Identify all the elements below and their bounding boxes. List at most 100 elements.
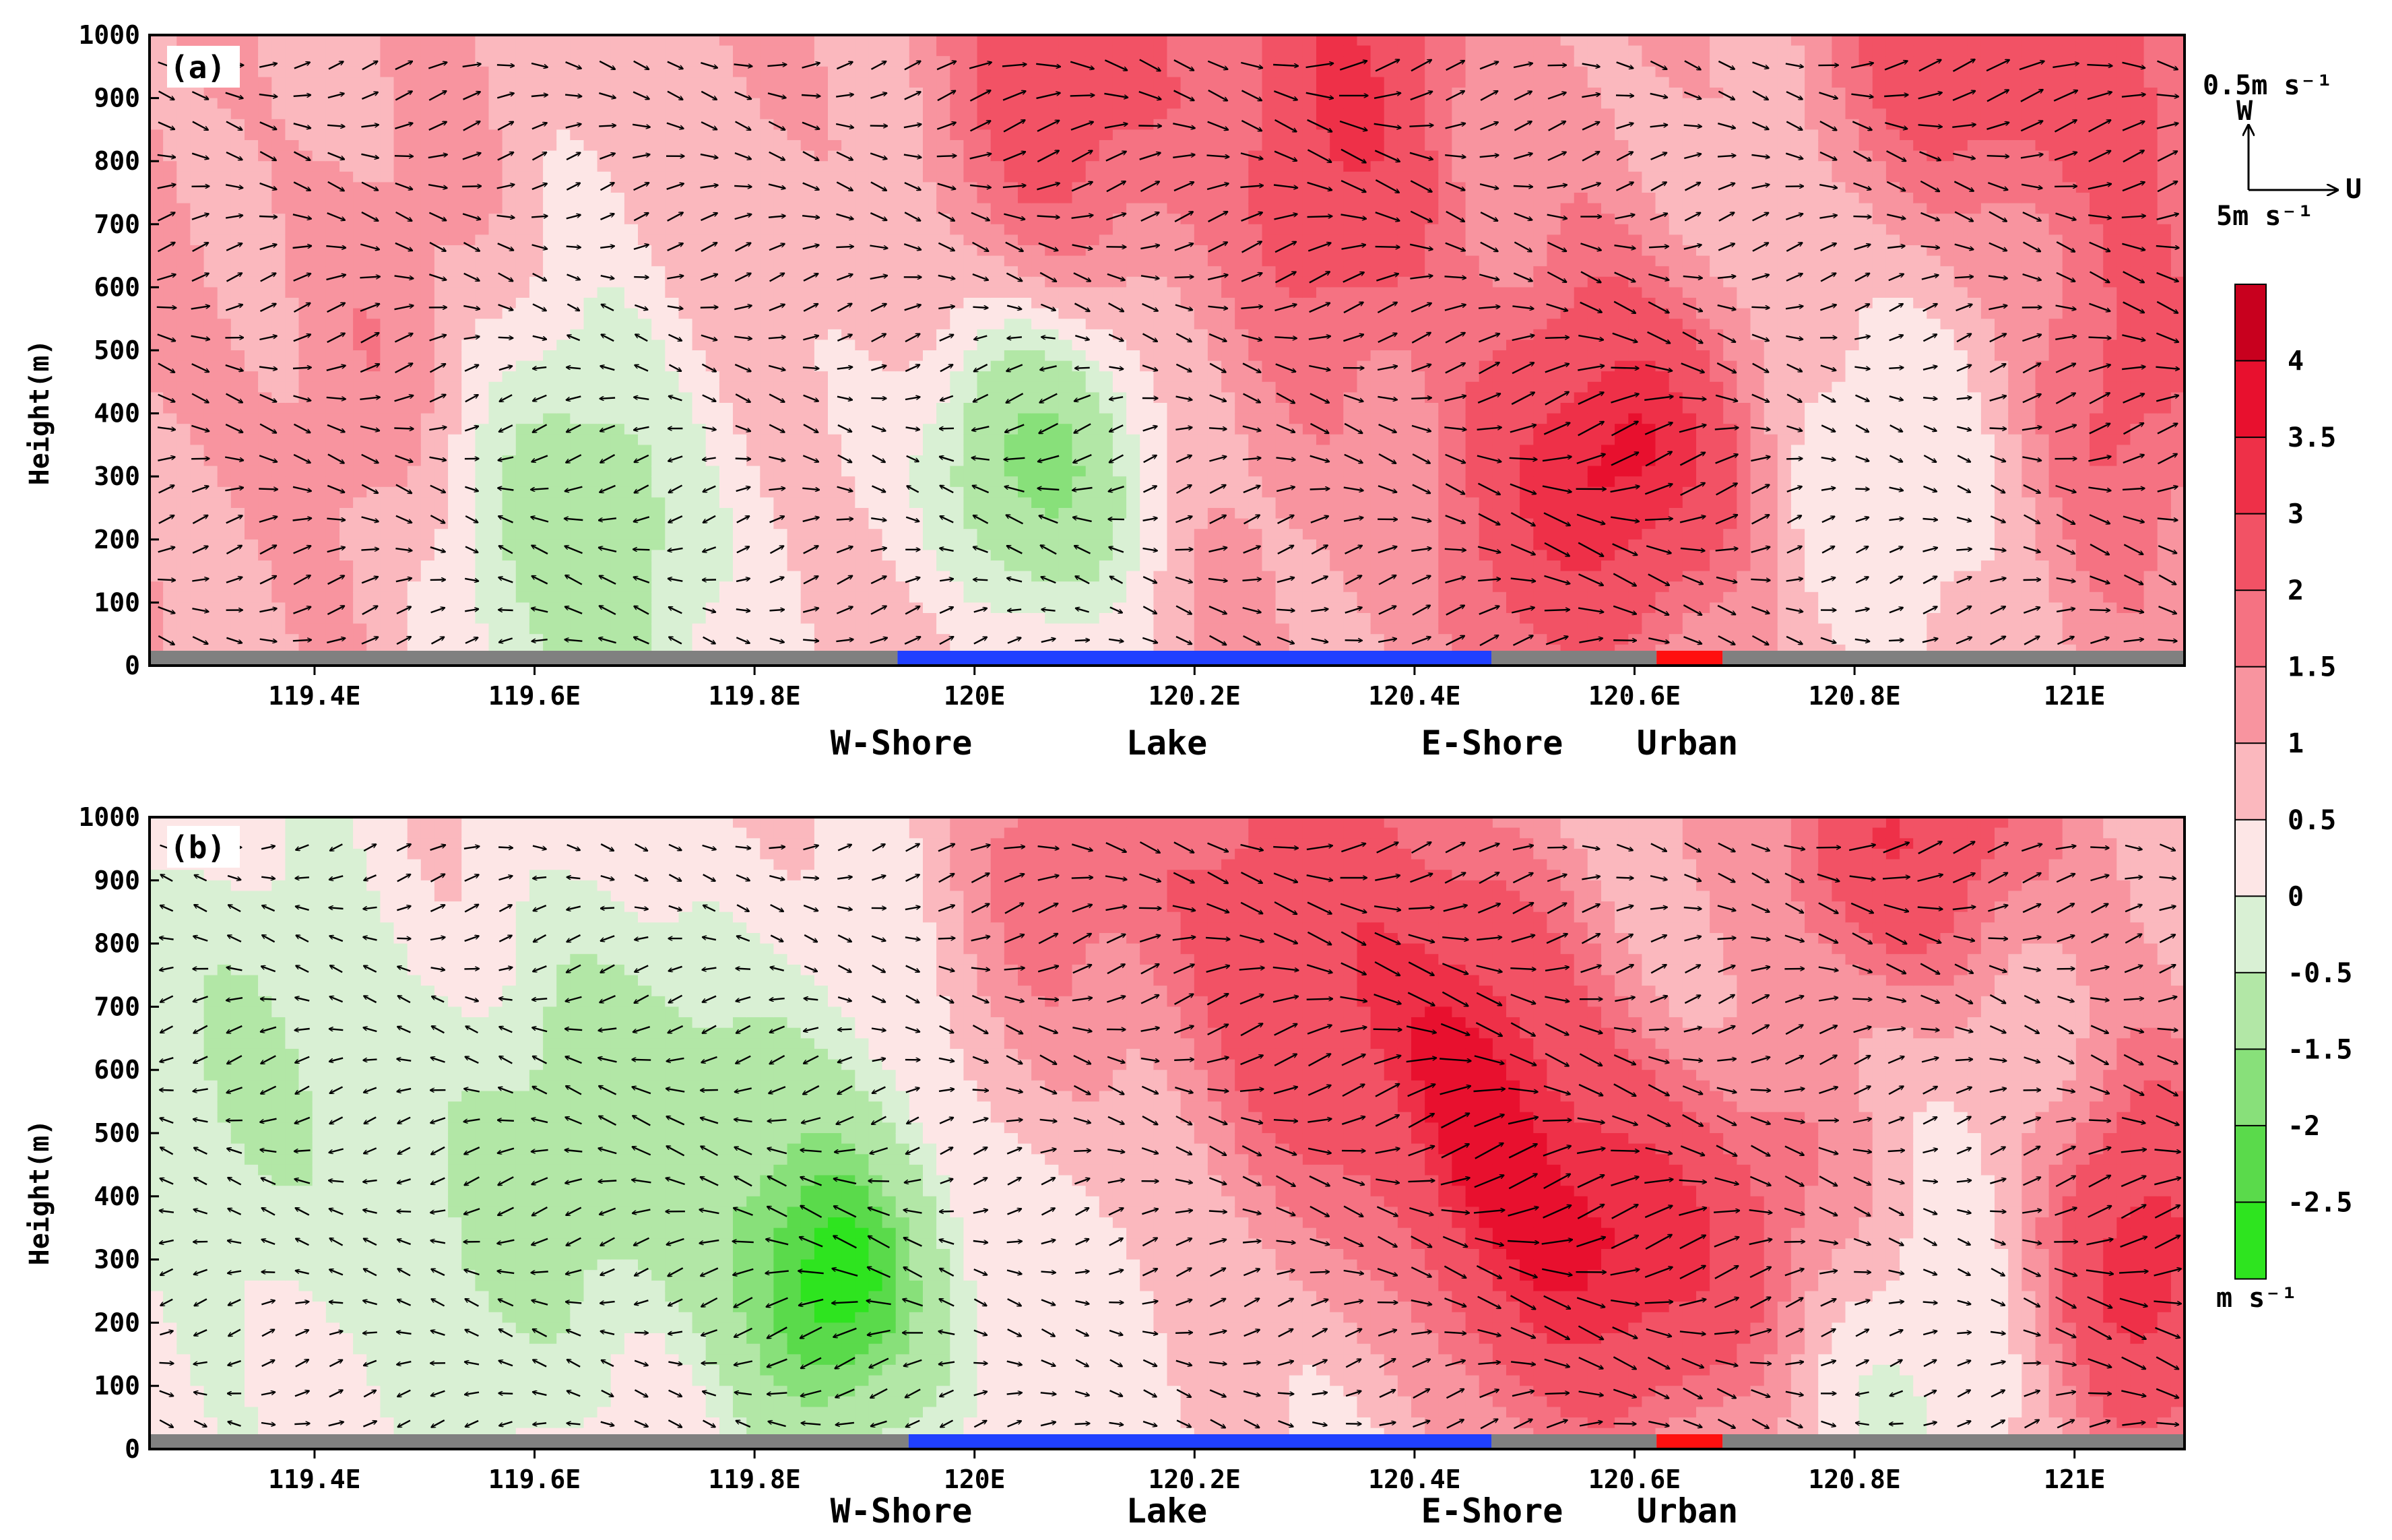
heatmap-cell: [313, 371, 327, 382]
heatmap-cell: [285, 161, 299, 172]
heatmap-cell: [299, 371, 313, 382]
heatmap-cell: [353, 340, 367, 350]
heatmap-cell: [529, 497, 544, 508]
heatmap-cell: [176, 234, 191, 245]
heatmap-cell: [340, 392, 354, 403]
heatmap-cell: [556, 309, 571, 319]
heatmap-cell: [543, 214, 557, 224]
heatmap-cell: [271, 497, 286, 508]
heatmap-cell: [611, 224, 625, 235]
heatmap-cell: [719, 329, 734, 340]
heatmap-cell: [340, 424, 354, 435]
heatmap-cell: [719, 508, 734, 519]
heatmap-cell: [408, 435, 422, 445]
heatmap-cell: [150, 309, 164, 319]
heatmap-cell: [299, 382, 313, 393]
heatmap-cell: [245, 392, 259, 403]
heatmap-cell: [434, 224, 449, 235]
heatmap-cell: [353, 319, 367, 329]
heatmap-cell: [584, 151, 598, 162]
heatmap-cell: [475, 508, 489, 519]
heatmap-cell: [218, 129, 232, 140]
heatmap-cell: [706, 193, 720, 203]
heatmap-cell: [529, 67, 544, 77]
heatmap-cell: [489, 540, 503, 550]
heatmap-cell: [299, 497, 313, 508]
heatmap-cell: [692, 634, 707, 645]
heatmap-cell: [651, 298, 666, 309]
heatmap-cell: [584, 277, 598, 288]
heatmap-cell: [421, 487, 435, 498]
heatmap-cell: [353, 234, 367, 245]
heatmap-cell: [326, 256, 340, 267]
heatmap-cell: [543, 350, 557, 361]
heatmap-cell: [326, 497, 340, 508]
heatmap-cell: [299, 224, 313, 235]
heatmap-cell: [597, 340, 612, 350]
heatmap-cell: [570, 560, 584, 571]
heatmap-cell: [651, 592, 666, 603]
heatmap-cell: [733, 67, 747, 77]
heatmap-cell: [503, 108, 517, 119]
heatmap-cell: [271, 550, 286, 560]
heatmap-cell: [516, 613, 530, 624]
heatmap-cell: [285, 140, 299, 151]
heatmap-cell: [719, 624, 734, 635]
heatmap-cell: [380, 234, 394, 245]
heatmap-cell: [489, 350, 503, 361]
heatmap-cell: [394, 67, 408, 77]
heatmap-cell: [638, 77, 652, 88]
heatmap-cell: [353, 445, 367, 455]
heatmap-cell: [313, 214, 327, 224]
heatmap-cell: [190, 382, 204, 393]
heatmap-cell: [543, 466, 557, 477]
heatmap-cell: [679, 224, 693, 235]
heatmap-cell: [258, 88, 272, 98]
heatmap-cell: [218, 214, 232, 224]
heatmap-cell: [353, 382, 367, 393]
heatmap-cell: [271, 466, 286, 477]
heatmap-cell: [313, 35, 327, 46]
heatmap-cell: [475, 560, 489, 571]
heatmap-cell: [719, 592, 734, 603]
heatmap-cell: [218, 266, 232, 277]
heatmap-cell: [231, 466, 245, 477]
heatmap-cell: [638, 350, 652, 361]
heatmap-cell: [271, 108, 286, 119]
heatmap-cell: [475, 108, 489, 119]
heatmap-cell: [150, 119, 164, 130]
heatmap-cell: [245, 193, 259, 203]
heatmap-cell: [421, 224, 435, 235]
heatmap-cell: [394, 445, 408, 455]
heatmap-cell: [299, 193, 313, 203]
heatmap-cell: [584, 203, 598, 214]
heatmap-cell: [448, 476, 462, 487]
heatmap-cell: [394, 592, 408, 603]
heatmap-cell: [176, 455, 191, 466]
heatmap-cell: [340, 403, 354, 414]
heatmap-cell: [258, 67, 272, 77]
heatmap-cell: [150, 424, 164, 435]
heatmap-cell: [299, 403, 313, 414]
heatmap-cell: [706, 476, 720, 487]
heatmap-cell: [218, 445, 232, 455]
heatmap-cell: [489, 435, 503, 445]
heatmap-cell: [570, 508, 584, 519]
heatmap-cell: [176, 108, 191, 119]
heatmap-cell: [394, 108, 408, 119]
heatmap-cell: [448, 161, 462, 172]
heatmap-cell: [516, 560, 530, 571]
heatmap-cell: [611, 382, 625, 393]
heatmap-cell: [503, 403, 517, 414]
heatmap-cell: [679, 35, 693, 46]
heatmap-cell: [150, 329, 164, 340]
heatmap-cell: [611, 560, 625, 571]
heatmap-cell: [408, 234, 422, 245]
heatmap-cell: [516, 140, 530, 151]
heatmap-cell: [679, 193, 693, 203]
heatmap-cell: [408, 497, 422, 508]
heatmap-cell: [733, 256, 747, 267]
heatmap-cell: [651, 98, 666, 109]
heatmap-cell: [638, 287, 652, 298]
heatmap-cell: [258, 256, 272, 267]
